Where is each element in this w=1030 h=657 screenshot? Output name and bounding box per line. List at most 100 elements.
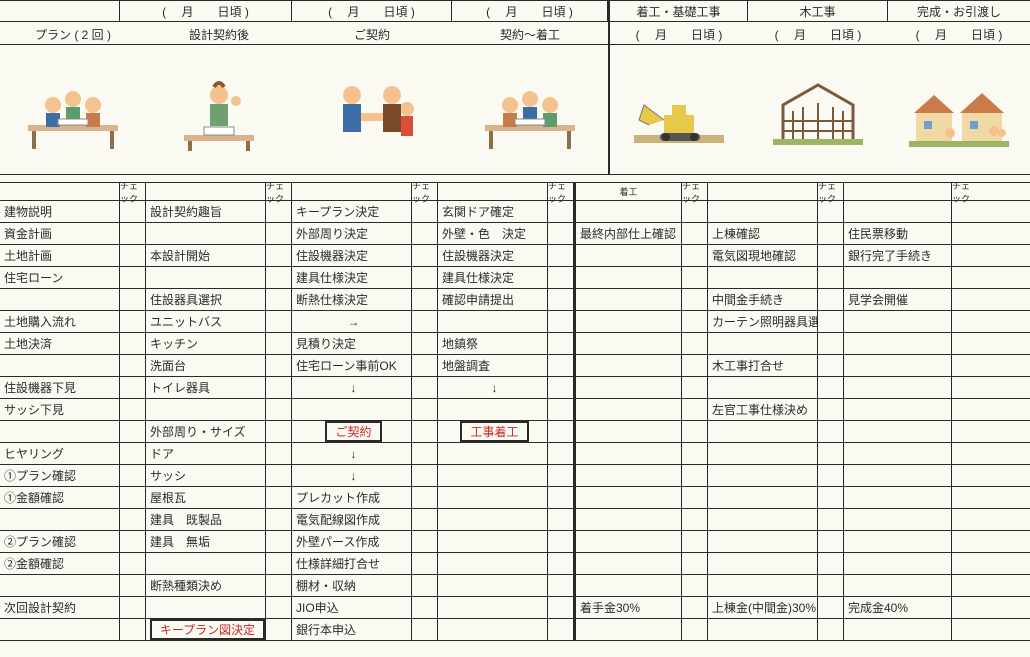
- cell-main: [574, 245, 682, 266]
- chk-h-3a: [438, 183, 548, 200]
- cell-check: [548, 531, 574, 552]
- excavator-icon: [624, 45, 734, 174]
- cell-check: [412, 377, 438, 398]
- chk-h-1b: チェック: [266, 183, 292, 200]
- cell-check: [266, 531, 292, 552]
- grid-row: ②プラン確認建具 無垢外壁パース作成: [0, 531, 1030, 553]
- cell-main: プレカット作成: [292, 487, 412, 508]
- cell-check: [266, 399, 292, 420]
- cell-main: [574, 487, 682, 508]
- cell-check: [266, 553, 292, 574]
- cell-check: [120, 421, 146, 442]
- cell-check: [266, 619, 292, 640]
- cell-main: ②金額確認: [0, 553, 120, 574]
- cell-check: [120, 311, 146, 332]
- cell-check: [682, 333, 708, 354]
- cell-check: [412, 201, 438, 222]
- cell-check: [548, 421, 574, 442]
- cell-check: [818, 509, 844, 530]
- cell-check: [952, 531, 978, 552]
- cell-main: [146, 597, 266, 618]
- cell-check: [412, 575, 438, 596]
- cell-main: [574, 311, 682, 332]
- cell-main: [708, 443, 818, 464]
- cell-check: [682, 509, 708, 530]
- cell-main: [438, 597, 548, 618]
- cell-check: [818, 421, 844, 442]
- cell-check: [548, 289, 574, 310]
- cell-check: [266, 465, 292, 486]
- finished-house-icon: [904, 45, 1014, 174]
- cell-check: [952, 355, 978, 376]
- cell-main: [574, 267, 682, 288]
- cell-main: トイレ器具: [146, 377, 266, 398]
- cell-main: [574, 443, 682, 464]
- handshake-icon: [317, 45, 427, 174]
- cell-main: カーテン照明器具選定: [708, 311, 818, 332]
- cell-check: [682, 487, 708, 508]
- cell-check: [682, 443, 708, 464]
- cell-main: JIO申込: [292, 597, 412, 618]
- cell-check: [952, 201, 978, 222]
- cell-main: [0, 289, 120, 310]
- cell-check: [266, 201, 292, 222]
- cell-main: →: [292, 311, 412, 332]
- cell-check: [412, 465, 438, 486]
- cell-check: [120, 575, 146, 596]
- illustration-completion: [888, 45, 1030, 174]
- cell-main: ↓: [292, 443, 412, 464]
- cell-check: [818, 333, 844, 354]
- cell-main: 断熱仕様決定: [292, 289, 412, 310]
- chk-h-6b: チェック: [952, 183, 978, 200]
- cell-check: [682, 201, 708, 222]
- cell-check: [952, 245, 978, 266]
- cell-check: [266, 267, 292, 288]
- cell-check: [412, 487, 438, 508]
- chk-h-2b: チェック: [412, 183, 438, 200]
- cell-check: [818, 487, 844, 508]
- cell-main: [844, 465, 952, 486]
- cell-check: [682, 597, 708, 618]
- cell-check: [548, 509, 574, 530]
- cell-main: [438, 575, 548, 596]
- cell-check: [120, 597, 146, 618]
- phase-1: 設計契約後: [146, 22, 292, 44]
- cell-main: [844, 487, 952, 508]
- cell-check: [412, 245, 438, 266]
- cell-main: 建具仕様決定: [292, 267, 412, 288]
- cell-check: [682, 223, 708, 244]
- cell-main: 資金計画: [0, 223, 120, 244]
- cell-main: 断熱種類決め: [146, 575, 266, 596]
- illustration-framing: [748, 45, 888, 174]
- grid-row: 住設機器下見トイレ器具↓↓: [0, 377, 1030, 399]
- cell-check: [120, 487, 146, 508]
- cell-main: サッシ下見: [0, 399, 120, 420]
- cell-main: キープラン図決定: [146, 619, 266, 640]
- grid-row: ①プラン確認サッシ↓: [0, 465, 1030, 487]
- grid-row: 資金計画外部周り決定外壁・色 決定最終内部仕上確認上棟確認住民票移動: [0, 223, 1030, 245]
- cell-check: [412, 289, 438, 310]
- grid-row: 土地計画本設計開始住設機器決定住設機器決定電気図現地確認銀行完了手続き: [0, 245, 1030, 267]
- cell-main: ↓: [292, 465, 412, 486]
- cell-check: [548, 399, 574, 420]
- grid-row: 次回設計契約JIO申込着手金30%上棟金(中間金)30%完成金40%: [0, 597, 1030, 619]
- check-header-row: チェック チェック チェック チェック 着工 チェック チェック チェック: [0, 183, 1030, 201]
- cell-main: [438, 399, 548, 420]
- cell-main: 仕様詳細打合せ: [292, 553, 412, 574]
- cell-main: [574, 531, 682, 552]
- cell-main: [844, 333, 952, 354]
- top-date-3: ( 月 日頃 ): [452, 1, 608, 21]
- schedule-document: ( 月 日頃 ) ( 月 日頃 ) ( 月 日頃 ) 着工・基礎工事 木工事 完…: [0, 0, 1030, 641]
- cell-check: [682, 531, 708, 552]
- schedule-grid: 建物説明設計契約趣旨キープラン決定玄関ドア確定資金計画外部周り決定外壁・色 決定…: [0, 201, 1030, 641]
- cell-check: [818, 377, 844, 398]
- chk-h-4b: チェック: [682, 183, 708, 200]
- cell-main: 完成金40%: [844, 597, 952, 618]
- cell-check: [952, 421, 978, 442]
- cell-check: [412, 443, 438, 464]
- cell-check: [682, 377, 708, 398]
- cell-check: [548, 443, 574, 464]
- cell-main: ①プラン確認: [0, 465, 120, 486]
- cell-check: [120, 223, 146, 244]
- cell-check: [952, 597, 978, 618]
